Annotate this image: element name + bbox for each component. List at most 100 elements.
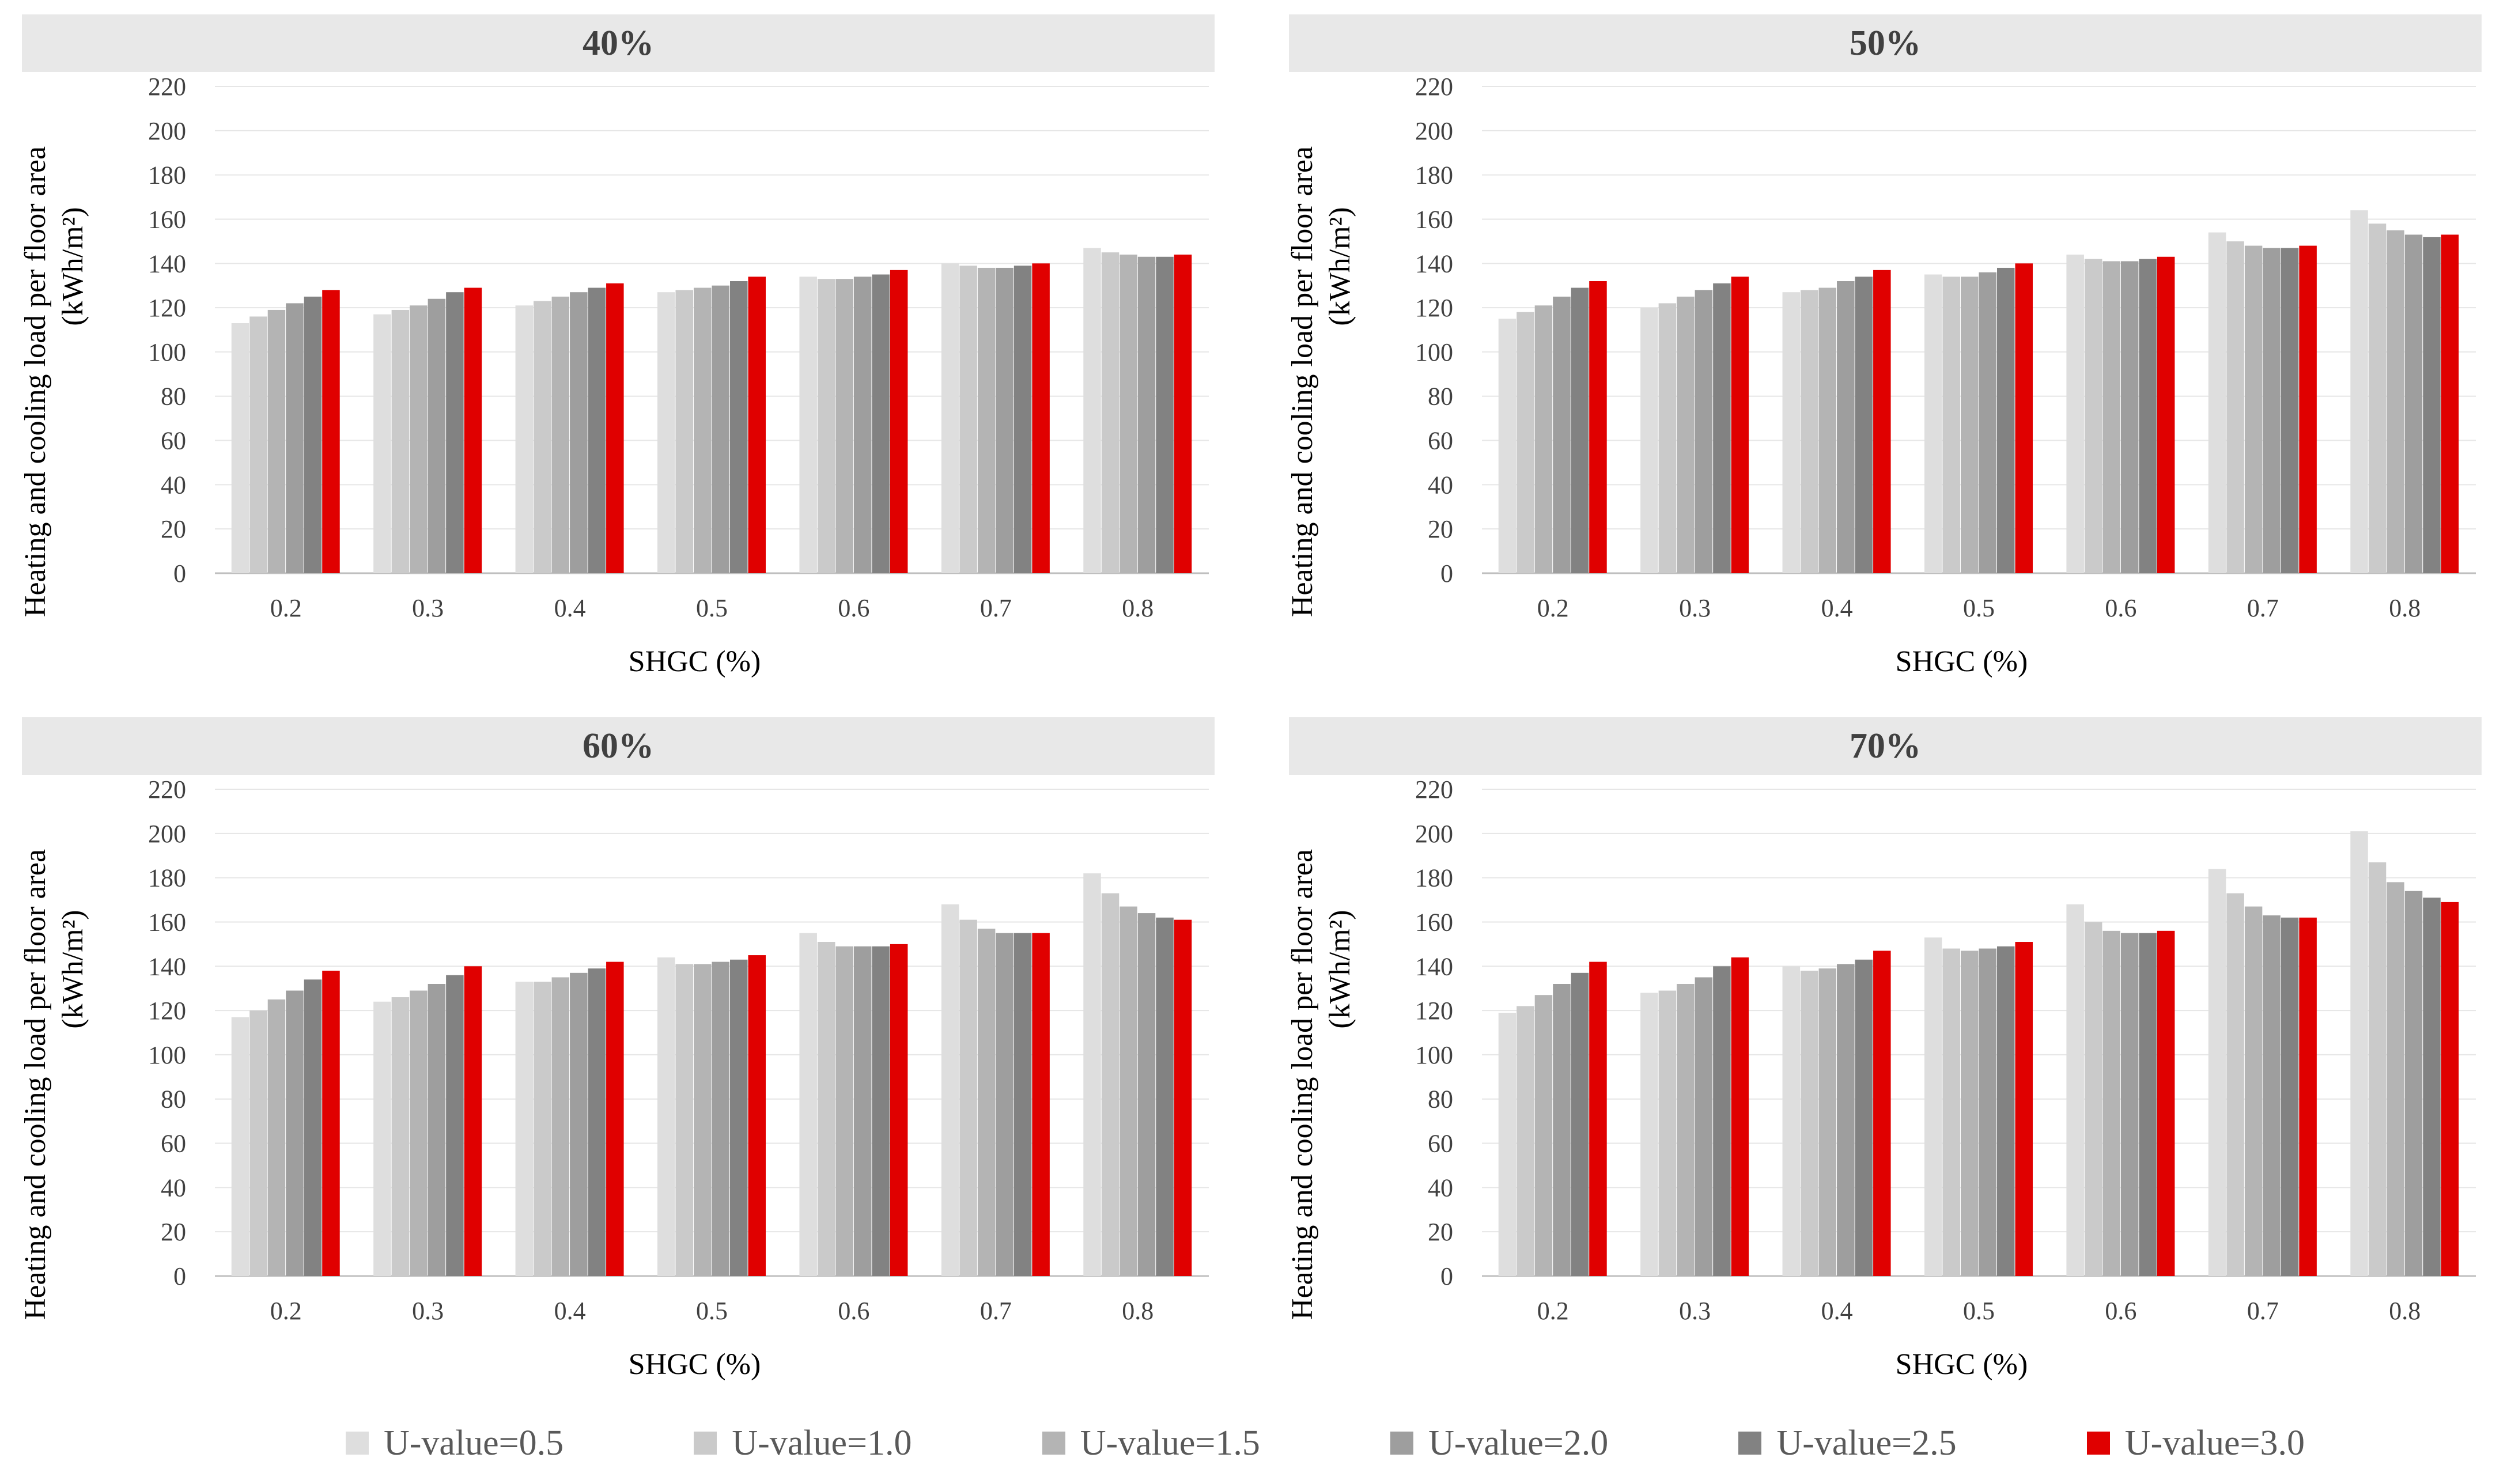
legend-label: U-value=3.0 (2124, 1423, 2305, 1463)
y-tick-label: 0 (173, 1262, 186, 1290)
y-axis-title: Heating and cooling load per floor area (1286, 146, 1319, 617)
y-axis-title: Heating and cooling load per floor area (1286, 849, 1319, 1320)
x-tick-label: 0.3 (1679, 594, 1711, 622)
y-tick-label: 60 (1428, 1130, 1453, 1158)
bar (1855, 277, 1873, 573)
bar (1137, 913, 1156, 1276)
bar (872, 274, 890, 573)
bar (675, 290, 693, 573)
bar (2281, 248, 2299, 573)
bar (373, 1001, 391, 1276)
bar (748, 277, 766, 573)
bar (1083, 248, 1101, 573)
x-tick-label: 0.8 (1122, 1297, 1154, 1325)
legend-item: U-value=2.0 (1390, 1423, 1608, 1464)
bar (2102, 261, 2120, 573)
y-tick-label: 120 (148, 294, 186, 322)
bar (1818, 287, 1837, 573)
bar (231, 1017, 249, 1276)
bar (1731, 277, 1749, 573)
bar (1516, 312, 1534, 573)
bar (1713, 283, 1731, 573)
bar (373, 314, 391, 573)
bar (1979, 948, 1996, 1276)
bar (853, 946, 872, 1276)
bar (391, 997, 410, 1276)
chart-panel-70: 70% 0 20 40 60 80 100 120 140 160 180 200 220 0.2 0.3… (1286, 717, 2496, 1409)
y-axis-unit: (kWh/m²) (56, 910, 89, 1028)
bar (1101, 893, 1120, 1276)
bar (1553, 296, 1571, 573)
bar-chart-70: 0 20 40 60 80 100 120 140 160 180 200 220 0.2 0.3 0.4 0… (1286, 775, 2476, 1381)
bar (712, 961, 729, 1276)
x-axis-title: SHGC (%) (629, 1348, 761, 1381)
bar (1083, 873, 1101, 1276)
bar (1032, 263, 1050, 574)
bar (2120, 261, 2139, 573)
bar (588, 968, 606, 1276)
bar (1924, 274, 1942, 573)
y-tick-label: 160 (1415, 205, 1453, 233)
bar (941, 263, 959, 574)
bar (996, 267, 1013, 573)
bar (446, 975, 464, 1276)
bar (2263, 248, 2281, 573)
bar (1571, 287, 1589, 573)
y-tick-label: 120 (1415, 294, 1453, 322)
bar (959, 919, 977, 1276)
bar (730, 281, 748, 573)
y-tick-label: 160 (148, 908, 186, 936)
x-tick-label: 0.2 (1537, 1297, 1569, 1325)
panel-title: 70% (1289, 717, 2482, 775)
bar (570, 972, 588, 1276)
bar (606, 283, 624, 573)
x-tick-label: 0.2 (270, 1297, 302, 1325)
bar (2226, 241, 2244, 573)
bar (977, 928, 996, 1276)
bar (322, 290, 340, 573)
y-tick-label: 20 (1428, 515, 1453, 543)
bar (1498, 319, 1516, 573)
bar (2208, 232, 2226, 573)
y-tick-label: 160 (148, 205, 186, 233)
y-tick-label: 20 (161, 515, 186, 543)
y-tick-label: 200 (1415, 820, 1453, 848)
bar (1924, 937, 1942, 1276)
bar (1174, 254, 1192, 574)
y-axis-unit: (kWh/m²) (56, 207, 89, 325)
bar (1498, 1012, 1516, 1276)
bar (2015, 263, 2033, 574)
bar (1013, 933, 1032, 1276)
y-tick-label: 140 (1415, 249, 1453, 278)
bar (890, 270, 908, 574)
bar (2281, 917, 2299, 1276)
y-tick-label: 80 (1428, 383, 1453, 411)
legend-label: U-value=1.0 (732, 1423, 912, 1463)
bar (1120, 906, 1137, 1276)
y-tick-label: 140 (1415, 952, 1453, 980)
bar (1677, 296, 1695, 573)
legend-swatch (2086, 1432, 2110, 1455)
y-tick-label: 120 (148, 997, 186, 1025)
legend-label: U-value=0.5 (384, 1423, 564, 1463)
bar (1156, 917, 1174, 1276)
bar (551, 977, 570, 1276)
bar (1942, 277, 1960, 573)
bar (1032, 933, 1050, 1276)
bar (286, 990, 304, 1276)
y-tick-label: 220 (148, 775, 186, 804)
y-tick-label: 120 (1415, 997, 1453, 1025)
legend-swatch (346, 1432, 369, 1455)
bar (872, 946, 890, 1276)
bar (2015, 942, 2033, 1276)
y-tick-label: 200 (148, 117, 186, 145)
y-tick-label: 100 (148, 1041, 186, 1069)
bar (712, 285, 729, 573)
bar (2139, 933, 2157, 1276)
bar (2441, 234, 2459, 573)
y-tick-label: 80 (1428, 1085, 1453, 1114)
bar (1658, 990, 1677, 1276)
bar (1589, 281, 1607, 573)
y-tick-label: 40 (1428, 1173, 1453, 1202)
bar (1174, 919, 1192, 1276)
